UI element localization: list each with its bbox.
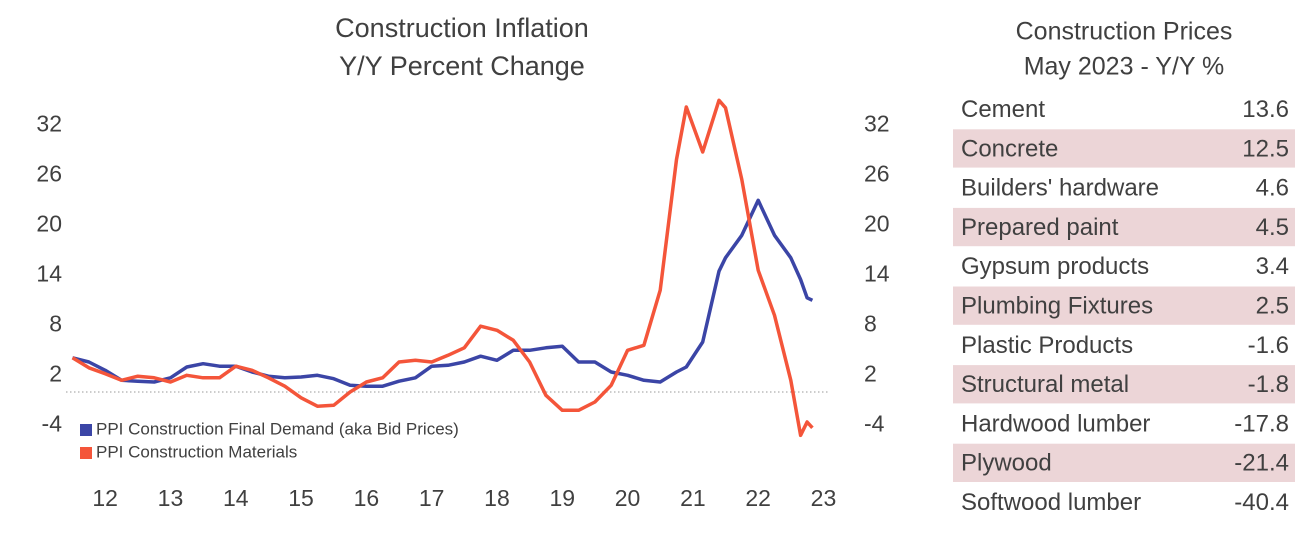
x-tick-label: 15 [288,485,314,511]
x-tick-label: 19 [549,485,575,511]
x-tick-label: 14 [223,485,249,511]
y2-tick-label: 20 [864,210,890,236]
x-tick-label: 18 [484,485,510,511]
row-value: 3.4 [1256,253,1289,280]
y2-tick-label: 32 [864,110,890,136]
series-line [72,198,814,388]
table-title: Construction Prices [1016,18,1233,46]
row-label: Hardwood lumber [961,410,1150,437]
y2-tick-label: 26 [864,160,890,186]
row-value: 4.6 [1256,175,1289,202]
y-tick-label: -4 [42,410,63,436]
row-label: Plastic Products [961,332,1133,359]
y-tick-label: 32 [36,110,62,136]
chart-subtitle: Y/Y Percent Change [339,51,585,81]
x-tick-label: 17 [419,485,445,511]
y-tick-label: 20 [36,210,62,236]
x-tick-label: 21 [680,485,706,511]
table-subtitle: May 2023 - Y/Y % [1024,53,1225,81]
row-label: Builders' hardware [961,175,1159,202]
row-value: 2.5 [1256,292,1289,319]
legend-label: PPI Construction Materials [96,442,297,461]
row-band [953,443,1295,482]
y2-tick-label: -4 [864,410,885,436]
row-label: Cement [961,96,1045,123]
row-band [953,365,1295,404]
row-value: 12.5 [1242,135,1289,162]
y-tick-label: 2 [49,360,62,386]
x-tick-label: 22 [745,485,771,511]
row-value: -40.4 [1234,489,1289,516]
y2-tick-label: 14 [864,260,890,286]
legend-label: PPI Construction Final Demand (aka Bid P… [96,419,459,438]
row-value: 4.5 [1256,214,1289,241]
x-tick-label: 23 [811,485,837,511]
row-label: Plumbing Fixtures [961,292,1153,319]
row-value: 13.6 [1242,96,1289,123]
row-label: Softwood lumber [961,489,1141,516]
row-band [953,286,1295,325]
row-value: -17.8 [1234,410,1289,437]
x-tick-label: 13 [158,485,184,511]
row-band [953,207,1295,247]
row-label: Plywood [961,450,1052,477]
x-tick-label: 16 [354,485,380,511]
row-value: -1.8 [1248,371,1289,398]
y2-tick-label: 8 [864,310,877,336]
row-band [953,129,1295,168]
chart-title: Construction Inflation [335,13,589,43]
y-tick-label: 8 [49,310,62,336]
x-tick-label: 12 [92,485,118,511]
y-tick-label: 14 [36,260,62,286]
row-label: Concrete [961,135,1058,162]
series-line [71,98,814,438]
row-label: Prepared paint [961,214,1119,241]
legend-swatch [80,447,92,459]
y-tick-label: 26 [36,160,62,186]
row-label: Structural metal [961,371,1129,398]
y2-tick-label: 2 [864,360,877,386]
row-value: -21.4 [1234,450,1289,477]
row-value: -1.6 [1248,332,1289,359]
row-label: Gypsum products [961,253,1149,280]
x-tick-label: 20 [615,485,641,511]
legend-swatch [80,424,92,436]
